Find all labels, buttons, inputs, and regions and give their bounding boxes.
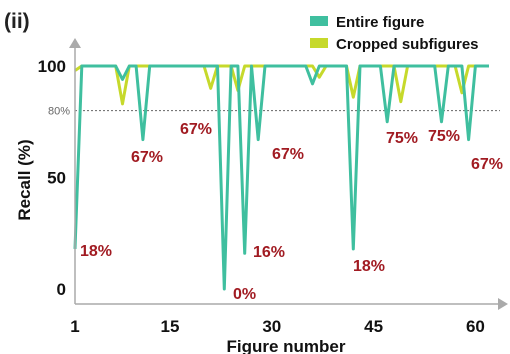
x-tick-label: 60 — [466, 317, 485, 336]
annotations: 18% 67% 67% 0% 16% 67% 18% 75% 75% 67% — [80, 121, 503, 303]
x-tick-label: 1 — [70, 317, 79, 336]
x-tick-label: 15 — [161, 317, 180, 336]
y-tick-label: 100 — [38, 57, 66, 76]
y-tick-label: 50 — [47, 169, 66, 188]
annotation-label: 75% — [428, 128, 460, 145]
y-axis-label: Recall (%) — [15, 139, 34, 220]
panel-label: (ii) — [4, 10, 30, 33]
annotation-label: 0% — [233, 286, 256, 303]
legend-swatch-cropped-subfigures — [310, 38, 328, 48]
x-axis-label: Figure number — [226, 337, 345, 354]
y-axis-arrow — [69, 38, 81, 48]
series-line-entire-figure — [73, 64, 489, 291]
y-tick-label: 0 — [57, 280, 66, 299]
annotation-label: 67% — [272, 146, 304, 163]
reference-label-80: 80% — [48, 106, 70, 118]
legend-swatch-entire-figure — [310, 16, 328, 26]
annotation-label: 67% — [471, 156, 503, 173]
legend-label-cropped-subfigures: Cropped subfigures — [336, 36, 479, 53]
x-tick-label: 30 — [262, 317, 281, 336]
x-tick-label: 45 — [364, 317, 383, 336]
annotation-label: 75% — [386, 130, 418, 147]
annotation-label: 67% — [180, 121, 212, 138]
y-tick-labels: 0 50 100 — [38, 57, 66, 299]
annotation-label: 67% — [131, 149, 163, 166]
legend: Entire figure Cropped subfigures — [310, 14, 479, 53]
x-tick-labels: 1 15 30 45 60 — [70, 317, 485, 336]
series-layer — [73, 64, 489, 291]
annotation-label: 16% — [253, 244, 285, 261]
legend-label-entire-figure: Entire figure — [336, 14, 424, 31]
annotation-label: 18% — [80, 243, 112, 260]
annotation-label: 18% — [353, 258, 385, 275]
x-axis-arrow — [498, 298, 508, 310]
